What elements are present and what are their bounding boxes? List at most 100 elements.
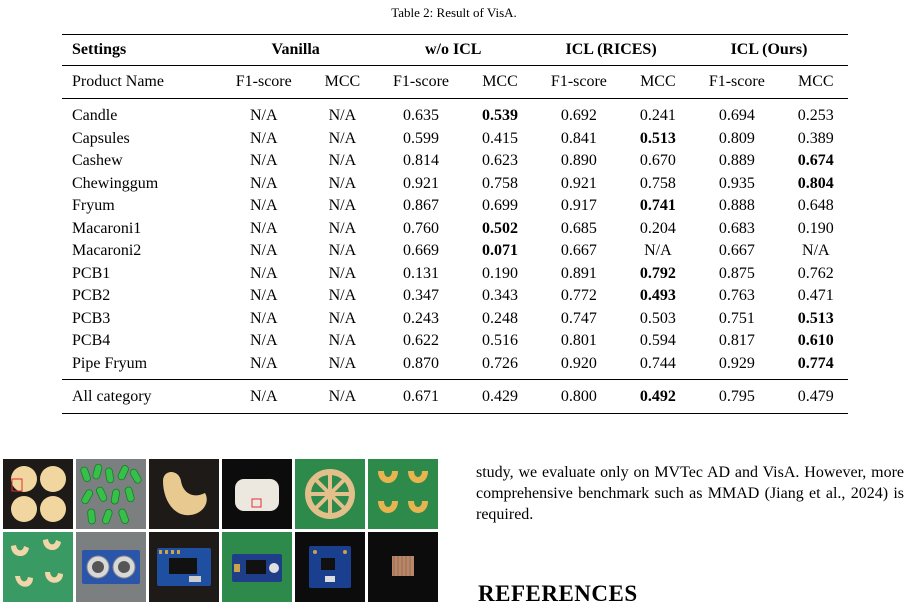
header-icl-rices: ICL (RICES) (532, 34, 691, 66)
row-name: PCB2 (72, 287, 111, 305)
header-metric: F1-score (690, 65, 784, 99)
cell: N/A (328, 332, 357, 350)
cell: 0.415 (481, 129, 518, 147)
cell: 0.795 (690, 379, 784, 414)
cell: 0.347 (403, 287, 440, 305)
cell: N/A (328, 287, 357, 305)
cell: 0.671 (374, 379, 468, 414)
table-caption: Table 2: Result of VisA. (391, 5, 517, 20)
row-name: Cashew (72, 152, 123, 170)
cell: 0.751 (718, 309, 755, 327)
cell: 0.867 (403, 197, 440, 215)
cell-best: 0.492 (625, 379, 691, 414)
cell-best: 0.610 (797, 332, 834, 350)
candle-image (3, 459, 73, 529)
cell: 0.622 (403, 332, 440, 350)
cell: 0.594 (639, 332, 676, 350)
cell: 0.758 (481, 174, 518, 192)
row-name: Capsules (72, 129, 130, 147)
cell: N/A (328, 354, 357, 372)
cell: 0.800 (532, 379, 626, 414)
row-name: Pipe Fryum (72, 354, 148, 372)
row-name: Macaroni1 (72, 219, 142, 237)
row-name: All category (62, 379, 217, 414)
table-row: PCB1 N/A N/A 0.131 0.190 0.891 0.792 0.875 0.762 (62, 263, 848, 286)
cell: N/A (249, 332, 278, 350)
cell: 0.669 (403, 242, 440, 260)
pcb4-image (295, 532, 365, 602)
cell: 0.801 (560, 332, 597, 350)
pipe-fryum-image (368, 532, 438, 602)
cell-best: 0.493 (639, 287, 676, 305)
cell: N/A (328, 242, 357, 260)
cell: 0.343 (481, 287, 518, 305)
header-vanilla: Vanilla (216, 34, 375, 66)
table-row-total: All category N/A N/A 0.671 0.429 0.800 0… (62, 379, 848, 414)
row-name: Fryum (72, 197, 115, 215)
header-metric: MCC (467, 65, 533, 99)
cell: 0.917 (560, 197, 597, 215)
pcb2-image (149, 532, 219, 602)
cell: 0.248 (481, 309, 518, 327)
cell: N/A (249, 152, 278, 170)
cell-best: 0.513 (639, 129, 676, 147)
macaroni1-image (368, 459, 438, 529)
cell: N/A (328, 107, 357, 125)
table-row: Capsules N/A N/A 0.599 0.415 0.841 0.513 0.809 0… (62, 128, 848, 151)
cell: 0.204 (639, 219, 676, 237)
cell: 0.253 (797, 107, 834, 125)
cell: 0.190 (797, 219, 834, 237)
cell: 0.471 (797, 287, 834, 305)
cell: 0.389 (797, 129, 834, 147)
cell: 0.635 (403, 107, 440, 125)
cell: 0.694 (718, 107, 755, 125)
cell: 0.683 (718, 219, 755, 237)
cell-best: 0.674 (797, 152, 834, 170)
body-paragraph: study, we evaluate only on MVTec AD and … (476, 464, 904, 523)
cell: N/A (310, 379, 375, 414)
macaroni2-image (3, 532, 73, 602)
cell: 0.929 (718, 354, 755, 372)
row-name: PCB4 (72, 332, 111, 350)
cell: 0.889 (718, 152, 755, 170)
cell: 0.891 (560, 264, 597, 282)
cell: N/A (249, 309, 278, 327)
cell: 0.190 (481, 264, 518, 282)
table-row: Macaroni2 N/A N/A 0.669 0.071 0.667 N/A 0.667 N/… (62, 240, 848, 263)
cell: 0.772 (560, 287, 597, 305)
cell: N/A (328, 219, 357, 237)
cell: N/A (249, 129, 278, 147)
pcb3-image (222, 532, 292, 602)
row-name: Candle (72, 107, 118, 125)
cell: 0.429 (467, 379, 533, 414)
row-name: Macaroni2 (72, 242, 142, 260)
cell: 0.243 (403, 309, 440, 327)
cell: 0.921 (403, 174, 440, 192)
pcb1-image (76, 532, 146, 602)
table-row: PCB4 N/A N/A 0.622 0.516 0.801 0.594 0.817 0.610 (62, 330, 848, 353)
cell: 0.888 (718, 197, 755, 215)
cell: N/A (328, 152, 357, 170)
cashew-image (149, 459, 219, 529)
row-name: PCB3 (72, 309, 111, 327)
table-row: Fryum N/A N/A 0.867 0.699 0.917 0.741 0.888 0.64… (62, 195, 848, 218)
header-icl-ours: ICL (Ours) (690, 34, 848, 66)
header-metric-row: Product Name F1-score MCC F1-score MCC F… (62, 65, 848, 99)
cell-best: 0.804 (797, 174, 834, 192)
cell: 0.685 (560, 219, 597, 237)
header-wo-icl: w/o ICL (374, 34, 533, 66)
cell-best: 0.741 (639, 197, 676, 215)
table-row: Pipe Fryum N/A N/A 0.870 0.726 0.920 0.744 0.92… (62, 353, 848, 380)
cell: 0.131 (403, 264, 440, 282)
cell: 0.692 (560, 107, 597, 125)
cell: N/A (249, 242, 278, 260)
cell: 0.935 (718, 174, 755, 192)
header-group-row: Settings Vanilla w/o ICL ICL (RICES) ICL… (62, 34, 848, 66)
cell: 0.479 (783, 379, 848, 414)
cell: 0.814 (403, 152, 440, 170)
header-metric: F1-score (216, 65, 311, 99)
cell: 0.920 (560, 354, 597, 372)
header-settings: Settings (62, 34, 217, 66)
header-metric: MCC (783, 65, 848, 99)
cell-best: 0.513 (797, 309, 834, 327)
